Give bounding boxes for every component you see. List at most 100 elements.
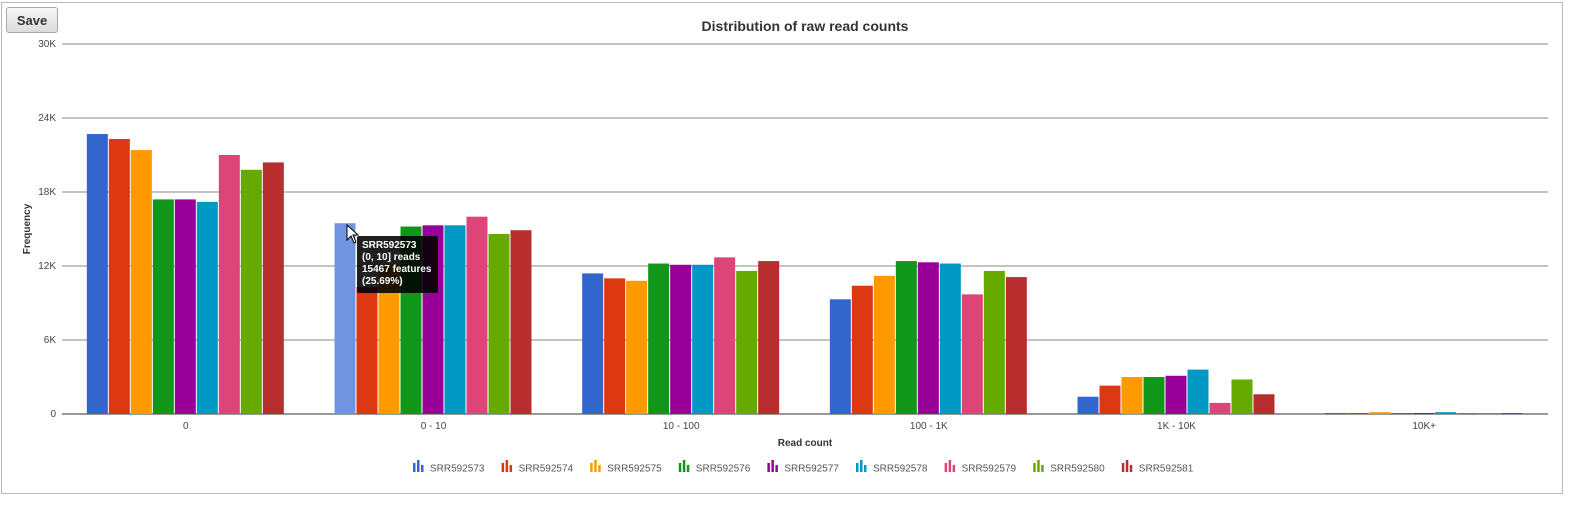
legend-bar-icon xyxy=(594,460,597,472)
legend-item: SRR592580 xyxy=(1033,460,1105,475)
bar xyxy=(648,263,670,414)
legend-bar-icon xyxy=(948,460,952,472)
bar xyxy=(218,155,240,414)
legend-label: SRR592576 xyxy=(696,464,751,475)
bar xyxy=(1187,369,1209,414)
legend-bar-icon xyxy=(509,465,513,472)
x-tick-label: 1K - 10K xyxy=(1157,421,1196,432)
legend-bar-icon xyxy=(1125,460,1129,472)
legend-bar-icon xyxy=(678,463,682,472)
y-tick-label: 30K xyxy=(38,39,56,50)
bar xyxy=(873,275,895,414)
bar xyxy=(86,134,108,415)
bar xyxy=(108,138,130,414)
bar xyxy=(829,299,851,414)
tooltip-series: SRR592573 xyxy=(362,240,417,251)
mouse-cursor-icon xyxy=(346,224,360,244)
bar xyxy=(1435,412,1457,414)
bar xyxy=(1143,377,1165,414)
legend-bar-icon xyxy=(1121,463,1125,472)
legend-bar-icon xyxy=(598,465,601,472)
bar xyxy=(1005,277,1027,414)
legend-label: SRR592577 xyxy=(784,464,839,475)
bar xyxy=(1479,413,1501,414)
legend-item: SRR592577 xyxy=(767,460,839,475)
bar xyxy=(736,270,758,414)
bar xyxy=(582,273,604,414)
legend-bar-icon xyxy=(590,463,593,472)
bar xyxy=(626,280,648,414)
bar xyxy=(758,261,780,414)
legend-bar-icon xyxy=(417,460,420,472)
legend-label: SRR592579 xyxy=(962,464,1017,475)
bar xyxy=(895,261,917,414)
chart-title: Distribution of raw read counts xyxy=(702,18,909,34)
legend-bar-icon xyxy=(682,460,686,472)
bar xyxy=(917,262,939,414)
legend-label: SRR592574 xyxy=(519,464,574,475)
legend-bar-icon xyxy=(1037,460,1040,472)
legend-bar-icon xyxy=(413,463,416,472)
legend-bar-icon xyxy=(864,465,867,472)
tooltip-percent: (25.69%) xyxy=(362,276,403,287)
bar xyxy=(1121,377,1143,414)
legend-item: SRR592578 xyxy=(856,460,928,475)
bar xyxy=(961,294,983,414)
x-axis-ticks: 0 0 - 10 10 - 100 100 - 1K 1K - 10K 10K+ xyxy=(183,421,1436,432)
legend-item: SRR592581 xyxy=(1121,460,1194,475)
legend-bar-icon xyxy=(501,463,505,472)
legend-bar-icon xyxy=(856,463,859,472)
bar xyxy=(1165,375,1187,414)
bar xyxy=(714,257,736,414)
legend-item: SRR592574 xyxy=(501,460,574,475)
bar xyxy=(1457,413,1479,414)
y-tick-label: 18K xyxy=(38,187,56,198)
x-tick-label: 0 - 10 xyxy=(421,421,447,432)
legend-label: SRR592581 xyxy=(1139,464,1194,475)
bar xyxy=(1209,402,1231,414)
save-button[interactable]: Save xyxy=(6,7,58,33)
bar xyxy=(174,199,196,414)
bar xyxy=(1369,412,1391,414)
bar xyxy=(1099,385,1121,414)
x-tick-label: 10K+ xyxy=(1412,421,1436,432)
bar xyxy=(1391,413,1413,414)
x-axis-label: Read count xyxy=(778,438,833,449)
legend: SRR592573 SRR592574 SRR592575 SRR592576 SRR5… xyxy=(413,460,1194,475)
bar xyxy=(510,230,532,414)
bar xyxy=(130,150,152,415)
legend-bar-icon xyxy=(686,465,690,472)
y-tick-label: 12K xyxy=(38,261,56,272)
y-tick-label: 6K xyxy=(44,335,57,346)
bar xyxy=(444,225,466,414)
tooltip-count: 15467 features xyxy=(362,264,432,275)
legend-bar-icon xyxy=(944,463,948,472)
legend-bar-icon xyxy=(771,460,774,472)
legend-item: SRR592576 xyxy=(678,460,751,475)
legend-bar-icon xyxy=(952,465,956,472)
bar xyxy=(334,223,356,414)
legend-bar-icon xyxy=(1041,465,1044,472)
x-tick-label: 0 xyxy=(183,421,189,432)
tooltip-range: (0, 10] reads xyxy=(362,252,421,263)
y-tick-label: 0 xyxy=(50,409,56,420)
legend-bar-icon xyxy=(767,463,770,472)
tooltip: SRR592573 (0, 10] reads 15467 features (… xyxy=(357,236,438,293)
legend-item: SRR592573 xyxy=(413,460,485,475)
bar xyxy=(1413,413,1435,414)
x-tick-label: 100 - 1K xyxy=(910,421,948,432)
bar xyxy=(1253,394,1275,414)
y-tick-label: 24K xyxy=(38,113,56,124)
legend-label: SRR592580 xyxy=(1050,464,1105,475)
bar xyxy=(356,286,378,414)
bar xyxy=(152,199,174,414)
legend-bar-icon xyxy=(1033,463,1036,472)
legend-bar-icon xyxy=(860,460,863,472)
y-axis-label: Frequency xyxy=(22,203,33,254)
legend-bar-icon xyxy=(505,460,509,472)
bar xyxy=(1501,413,1523,414)
legend-item: SRR592579 xyxy=(944,460,1017,475)
legend-label: SRR592575 xyxy=(607,464,662,475)
legend-bar-icon xyxy=(1129,465,1133,472)
